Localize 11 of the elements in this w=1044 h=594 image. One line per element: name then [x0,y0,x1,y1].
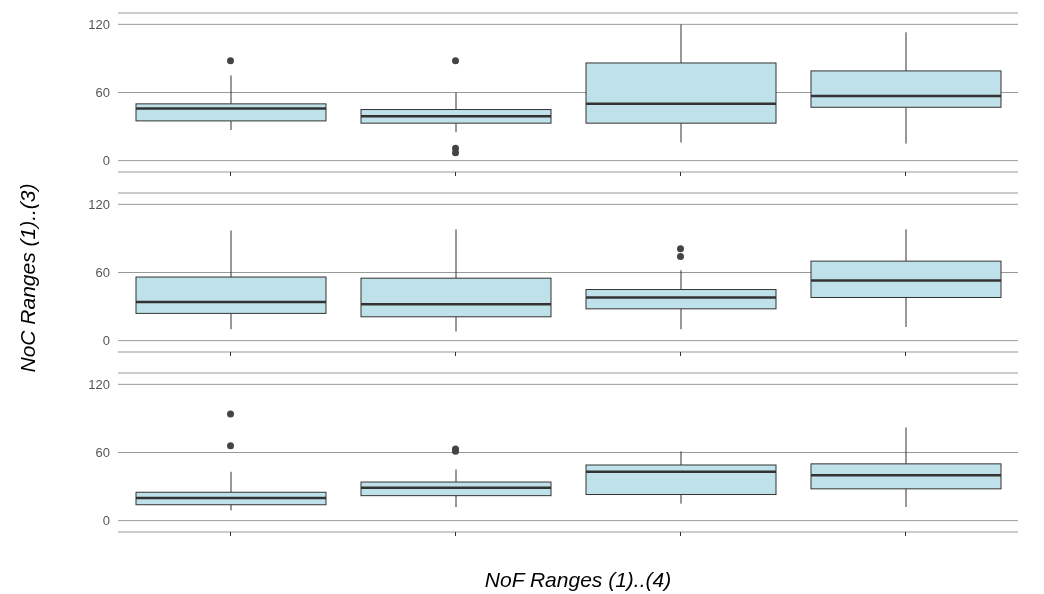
y-tick-label: 120 [88,196,110,212]
y-tick-label: 120 [88,16,110,32]
x-axis-title: NoF Ranges (1)..(4) [483,568,673,592]
y-tick-label: 0 [102,333,110,349]
y-tick-label: 0 [102,153,110,169]
y-tick-label: 120 [88,376,110,392]
y-tick-label: 60 [95,85,110,101]
y-tick-label: 0 [102,513,110,529]
y-tick-label: 60 [95,445,110,461]
y-axis-title: NoC Ranges (1)..(3) [16,183,40,373]
y-tick-label: 60 [95,265,110,281]
